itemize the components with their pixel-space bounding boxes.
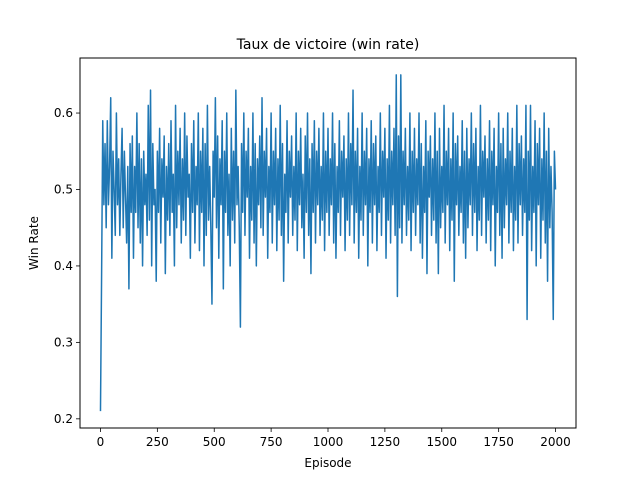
x-axis-ticks: 0 250 500 750 1000 1250 1500 1750 2000 [97, 428, 571, 449]
x-tick-label: 750 [260, 435, 283, 449]
plot-frame [79, 57, 577, 429]
y-tick-label: 0.5 [54, 182, 73, 196]
y-tick-label: 0.2 [54, 412, 73, 426]
x-tick-label: 1000 [313, 435, 344, 449]
chart-title: Taux de victoire (win rate) [236, 37, 420, 53]
y-axis-ticks: 0.2 0.3 0.4 0.5 0.6 [54, 106, 80, 426]
y-axis-label: Win Rate [27, 216, 41, 270]
x-tick-label: 1250 [370, 435, 401, 449]
y-tick-label: 0.4 [54, 259, 73, 273]
x-tick-label: 1750 [483, 435, 514, 449]
series-line-win-rate [99, 74, 557, 412]
x-tick-label: 0 [97, 435, 105, 449]
y-tick-label: 0.3 [54, 335, 73, 349]
plot-area [99, 74, 557, 412]
x-tick-label: 250 [146, 435, 169, 449]
y-tick-label: 0.6 [54, 106, 73, 120]
x-tick-label: 2000 [540, 435, 571, 449]
x-tick-label: 500 [203, 435, 226, 449]
x-axis-label: Episode [304, 456, 351, 470]
x-tick-label: 1500 [426, 435, 457, 449]
